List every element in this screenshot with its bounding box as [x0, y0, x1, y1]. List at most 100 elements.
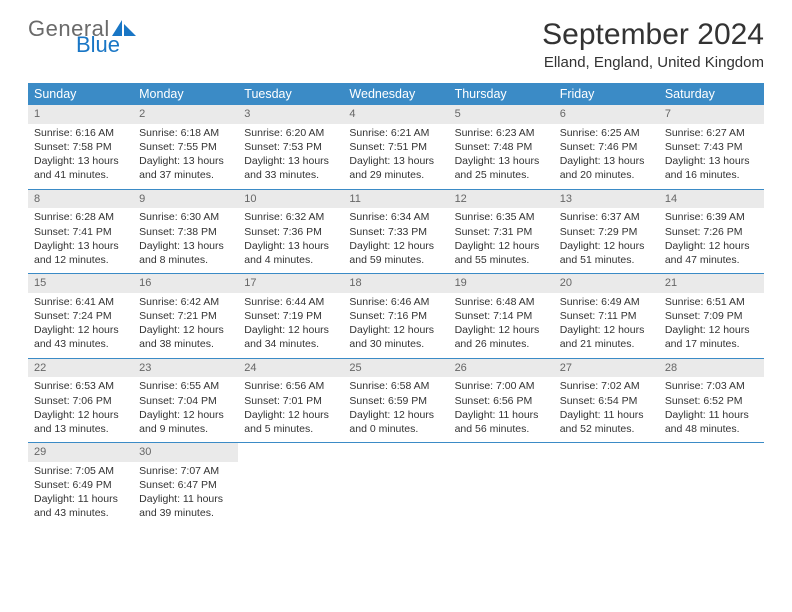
day-cell: 20Sunrise: 6:49 AMSunset: 7:11 PMDayligh… — [554, 274, 659, 358]
day-cell: 23Sunrise: 6:55 AMSunset: 7:04 PMDayligh… — [133, 359, 238, 443]
sunset-text: Sunset: 6:52 PM — [665, 394, 758, 408]
day-cell: . — [554, 443, 659, 527]
sunset-text: Sunset: 6:56 PM — [455, 394, 548, 408]
sunset-text: Sunset: 7:46 PM — [560, 140, 653, 154]
day-details: Sunrise: 6:58 AMSunset: 6:59 PMDaylight:… — [343, 377, 448, 442]
sunset-text: Sunset: 7:43 PM — [665, 140, 758, 154]
date-number: 22 — [28, 359, 133, 378]
logo: General Blue — [28, 18, 138, 56]
week-row: 22Sunrise: 6:53 AMSunset: 7:06 PMDayligh… — [28, 359, 764, 444]
sunset-text: Sunset: 7:55 PM — [139, 140, 232, 154]
day-details: Sunrise: 7:07 AMSunset: 6:47 PMDaylight:… — [133, 462, 238, 527]
week-row: 15Sunrise: 6:41 AMSunset: 7:24 PMDayligh… — [28, 274, 764, 359]
date-number: 18 — [343, 274, 448, 293]
daylight-text: Daylight: 12 hours and 43 minutes. — [34, 323, 127, 351]
date-number: 21 — [659, 274, 764, 293]
sunset-text: Sunset: 7:53 PM — [244, 140, 337, 154]
date-number: 30 — [133, 443, 238, 462]
daylight-text: Daylight: 13 hours and 33 minutes. — [244, 154, 337, 182]
day-cell: 22Sunrise: 6:53 AMSunset: 7:06 PMDayligh… — [28, 359, 133, 443]
title-block: September 2024 Elland, England, United K… — [542, 18, 764, 71]
day-cell: 16Sunrise: 6:42 AMSunset: 7:21 PMDayligh… — [133, 274, 238, 358]
date-number: 6 — [554, 105, 659, 124]
daylight-text: Daylight: 11 hours and 39 minutes. — [139, 492, 232, 520]
day-details: Sunrise: 6:39 AMSunset: 7:26 PMDaylight:… — [659, 208, 764, 273]
day-cell: . — [659, 443, 764, 527]
sunset-text: Sunset: 7:04 PM — [139, 394, 232, 408]
day-details: Sunrise: 6:37 AMSunset: 7:29 PMDaylight:… — [554, 208, 659, 273]
sunset-text: Sunset: 6:47 PM — [139, 478, 232, 492]
date-number: 14 — [659, 190, 764, 209]
date-number: 11 — [343, 190, 448, 209]
sunrise-text: Sunrise: 6:30 AM — [139, 210, 232, 224]
day-cell: 1Sunrise: 6:16 AMSunset: 7:58 PMDaylight… — [28, 105, 133, 189]
day-details: Sunrise: 6:48 AMSunset: 7:14 PMDaylight:… — [449, 293, 554, 358]
day-details: Sunrise: 6:49 AMSunset: 7:11 PMDaylight:… — [554, 293, 659, 358]
daylight-text: Daylight: 13 hours and 12 minutes. — [34, 239, 127, 267]
sunrise-text: Sunrise: 6:46 AM — [349, 295, 442, 309]
daylight-text: Daylight: 11 hours and 56 minutes. — [455, 408, 548, 436]
day-cell: . — [449, 443, 554, 527]
sunrise-text: Sunrise: 6:21 AM — [349, 126, 442, 140]
sunset-text: Sunset: 7:26 PM — [665, 225, 758, 239]
sunrise-text: Sunrise: 6:39 AM — [665, 210, 758, 224]
date-number: 25 — [343, 359, 448, 378]
day-cell: 14Sunrise: 6:39 AMSunset: 7:26 PMDayligh… — [659, 190, 764, 274]
day-details: Sunrise: 6:42 AMSunset: 7:21 PMDaylight:… — [133, 293, 238, 358]
day-details: Sunrise: 6:25 AMSunset: 7:46 PMDaylight:… — [554, 124, 659, 189]
date-number: 13 — [554, 190, 659, 209]
weekday-label: Saturday — [659, 83, 764, 105]
date-number: 26 — [449, 359, 554, 378]
daylight-text: Daylight: 12 hours and 55 minutes. — [455, 239, 548, 267]
page-title: September 2024 — [542, 18, 764, 52]
date-number: 9 — [133, 190, 238, 209]
date-number: 28 — [659, 359, 764, 378]
sunset-text: Sunset: 7:31 PM — [455, 225, 548, 239]
daylight-text: Daylight: 12 hours and 38 minutes. — [139, 323, 232, 351]
week-row: 1Sunrise: 6:16 AMSunset: 7:58 PMDaylight… — [28, 105, 764, 190]
sunrise-text: Sunrise: 7:03 AM — [665, 379, 758, 393]
day-details: Sunrise: 6:44 AMSunset: 7:19 PMDaylight:… — [238, 293, 343, 358]
day-details: Sunrise: 6:27 AMSunset: 7:43 PMDaylight:… — [659, 124, 764, 189]
day-details: Sunrise: 6:30 AMSunset: 7:38 PMDaylight:… — [133, 208, 238, 273]
daylight-text: Daylight: 12 hours and 59 minutes. — [349, 239, 442, 267]
page-header: General Blue September 2024 Elland, Engl… — [28, 18, 764, 71]
sunrise-text: Sunrise: 7:07 AM — [139, 464, 232, 478]
day-details: Sunrise: 7:03 AMSunset: 6:52 PMDaylight:… — [659, 377, 764, 442]
sunset-text: Sunset: 7:33 PM — [349, 225, 442, 239]
weekday-header: SundayMondayTuesdayWednesdayThursdayFrid… — [28, 83, 764, 105]
sunset-text: Sunset: 7:14 PM — [455, 309, 548, 323]
day-details: Sunrise: 6:51 AMSunset: 7:09 PMDaylight:… — [659, 293, 764, 358]
day-details: Sunrise: 6:46 AMSunset: 7:16 PMDaylight:… — [343, 293, 448, 358]
day-cell: 13Sunrise: 6:37 AMSunset: 7:29 PMDayligh… — [554, 190, 659, 274]
date-number: 3 — [238, 105, 343, 124]
day-cell: 3Sunrise: 6:20 AMSunset: 7:53 PMDaylight… — [238, 105, 343, 189]
sunrise-text: Sunrise: 6:25 AM — [560, 126, 653, 140]
daylight-text: Daylight: 11 hours and 48 minutes. — [665, 408, 758, 436]
sunset-text: Sunset: 7:11 PM — [560, 309, 653, 323]
date-number: 8 — [28, 190, 133, 209]
day-cell: 19Sunrise: 6:48 AMSunset: 7:14 PMDayligh… — [449, 274, 554, 358]
sunrise-text: Sunrise: 7:00 AM — [455, 379, 548, 393]
day-details: Sunrise: 6:32 AMSunset: 7:36 PMDaylight:… — [238, 208, 343, 273]
day-details: Sunrise: 6:55 AMSunset: 7:04 PMDaylight:… — [133, 377, 238, 442]
sunset-text: Sunset: 7:51 PM — [349, 140, 442, 154]
day-details: Sunrise: 7:02 AMSunset: 6:54 PMDaylight:… — [554, 377, 659, 442]
sunset-text: Sunset: 7:29 PM — [560, 225, 653, 239]
weekday-label: Friday — [554, 83, 659, 105]
sunset-text: Sunset: 7:41 PM — [34, 225, 127, 239]
daylight-text: Daylight: 12 hours and 21 minutes. — [560, 323, 653, 351]
sunrise-text: Sunrise: 6:53 AM — [34, 379, 127, 393]
sunset-text: Sunset: 7:19 PM — [244, 309, 337, 323]
sunrise-text: Sunrise: 6:51 AM — [665, 295, 758, 309]
week-row: 29Sunrise: 7:05 AMSunset: 6:49 PMDayligh… — [28, 443, 764, 527]
day-cell: 25Sunrise: 6:58 AMSunset: 6:59 PMDayligh… — [343, 359, 448, 443]
sunset-text: Sunset: 7:38 PM — [139, 225, 232, 239]
day-cell: 15Sunrise: 6:41 AMSunset: 7:24 PMDayligh… — [28, 274, 133, 358]
date-number: 12 — [449, 190, 554, 209]
sunrise-text: Sunrise: 7:05 AM — [34, 464, 127, 478]
day-cell: 29Sunrise: 7:05 AMSunset: 6:49 PMDayligh… — [28, 443, 133, 527]
sunset-text: Sunset: 7:24 PM — [34, 309, 127, 323]
date-number: 24 — [238, 359, 343, 378]
daylight-text: Daylight: 11 hours and 52 minutes. — [560, 408, 653, 436]
